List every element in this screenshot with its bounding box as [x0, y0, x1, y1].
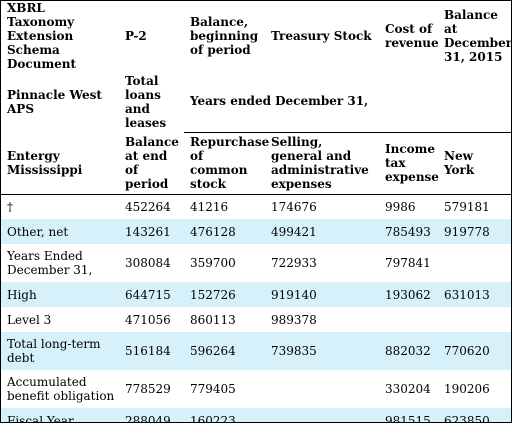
table-cell: 308084: [125, 256, 171, 270]
table-row: Accumulated benefit obligation 778529 77…: [1, 370, 511, 408]
table-header: XBRL Taxonomy Extension Schema Document …: [1, 1, 511, 195]
header-cell: Pinnacle West APS: [7, 87, 102, 116]
row-label: High: [1, 282, 119, 307]
row-label: Fiscal Year: [1, 408, 119, 422]
table-cell: 359700: [190, 256, 236, 270]
table-cell: 516184: [119, 332, 184, 370]
table-cell: 981515: [379, 408, 438, 422]
table-row: Level 3 471056 860113 989378: [1, 307, 511, 332]
header-cell: Balance at December 31, 2015: [444, 8, 512, 64]
header-cell: Repurchase of common stock: [184, 132, 269, 195]
row-label: Other, net: [1, 219, 119, 244]
table-cell: 779405: [190, 382, 236, 396]
table-cell: [265, 408, 379, 422]
row-label: Total long-term debt: [1, 332, 119, 370]
row-label: Level 3: [7, 312, 52, 327]
table-cell: 882032: [379, 332, 438, 370]
table-body: † 452264 41216 174676 9986 579181 Other,…: [1, 194, 511, 422]
table-cell: 797841: [385, 256, 431, 270]
table-cell: 631013: [438, 282, 511, 307]
header-row-2: Pinnacle West APS Total loans and leases…: [1, 71, 511, 133]
table-cell: 623850: [438, 408, 511, 422]
table-cell: 143261: [119, 219, 184, 244]
table-cell: [438, 307, 511, 332]
header-cell: Income tax expense: [379, 132, 439, 195]
header-row-3: Entergy Mississippi Balance at end of pe…: [1, 132, 511, 195]
table-row: Other, net 143261 476128 499421 785493 9…: [1, 219, 511, 244]
table-cell: 739835: [265, 332, 379, 370]
table-cell: [438, 244, 511, 282]
table-cell: [265, 370, 379, 408]
table-cell: 160223: [184, 408, 265, 422]
header-cell: Cost of revenue: [385, 22, 439, 50]
table-cell: 722933: [271, 256, 317, 270]
header-cell: Entergy Mississippi: [1, 132, 119, 195]
table-cell: 288049: [119, 408, 184, 422]
table-row: Years Ended December 31, 308084 359700 7…: [1, 244, 511, 282]
table-cell: 919778: [438, 219, 511, 244]
table-cell: 770620: [438, 332, 511, 370]
table-row: Fiscal Year 288049 160223 981515 623850: [1, 408, 511, 422]
header-cell: Balance, beginning of period: [190, 15, 259, 57]
row-label: Years Ended December 31,: [7, 249, 93, 277]
table-cell: 9986: [385, 199, 416, 214]
header-cell: XBRL Taxonomy Extension Schema Document: [7, 1, 77, 71]
table-cell: 452264: [125, 199, 171, 214]
table-cell: 778529: [125, 382, 171, 396]
table-cell: 41216: [190, 199, 229, 214]
header-span-years: Years ended December 31,: [184, 71, 511, 133]
row-label: †: [7, 199, 13, 214]
table-row: Total long-term debt 516184 596264 73983…: [1, 332, 511, 370]
table-row: † 452264 41216 174676 9986 579181: [1, 194, 511, 219]
header-cell: P-2: [125, 29, 147, 43]
table-cell: 785493: [379, 219, 438, 244]
row-label: Accumulated benefit obligation: [7, 375, 115, 403]
table-cell: 989378: [271, 312, 317, 327]
table-cell: 579181: [444, 199, 490, 214]
table-cell: 152726: [184, 282, 265, 307]
table-cell: 174676: [271, 199, 317, 214]
header-cell: Balance at end of period: [119, 132, 184, 195]
header-cell: Total loans and leases: [125, 73, 167, 130]
table-cell: 476128: [184, 219, 265, 244]
table-cell: 596264: [184, 332, 265, 370]
header-cell: New York: [438, 132, 511, 195]
table-cell: 644715: [119, 282, 184, 307]
table-cell: 330204: [385, 382, 431, 396]
header-cell: Treasury Stock: [271, 29, 372, 43]
header-cell: Selling, general and administrative expe…: [265, 132, 379, 195]
table-cell: [379, 307, 438, 332]
table-cell: 190206: [444, 382, 490, 396]
table-row: High 644715 152726 919140 193062 631013: [1, 282, 511, 307]
table-cell: 860113: [190, 312, 236, 327]
table-cell: 471056: [125, 312, 171, 327]
table-cell: 193062: [379, 282, 438, 307]
table-cell: 499421: [265, 219, 379, 244]
table-cell: 919140: [265, 282, 379, 307]
header-row-1: XBRL Taxonomy Extension Schema Document …: [1, 1, 511, 71]
